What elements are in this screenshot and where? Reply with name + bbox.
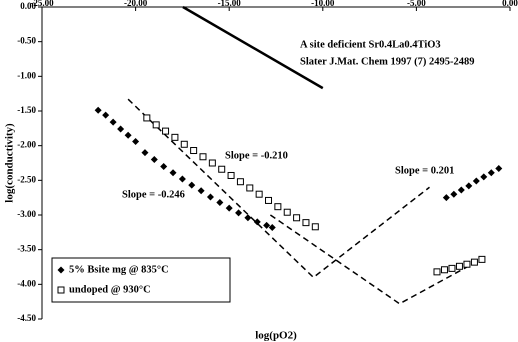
- marker: [457, 186, 465, 194]
- marker: [302, 219, 310, 227]
- marker: [255, 190, 263, 198]
- marker: [293, 214, 301, 222]
- marker: [244, 214, 252, 222]
- x-tick-label: -10.00: [311, 0, 335, 8]
- marker: [150, 156, 158, 164]
- marker: [487, 169, 495, 177]
- marker: [495, 165, 503, 173]
- y-tick-label: -3.00: [17, 209, 36, 219]
- y-tick-label: -0.50: [17, 36, 36, 46]
- legend-marker: [57, 266, 65, 274]
- marker: [472, 177, 480, 185]
- marker: [225, 204, 233, 212]
- fit-line: [182, 5, 324, 90]
- marker: [143, 114, 151, 122]
- x-tick-label: -25.00: [30, 0, 54, 8]
- marker: [235, 209, 243, 217]
- marker: [227, 171, 235, 179]
- fit-line: [127, 98, 430, 279]
- marker: [274, 203, 282, 211]
- marker: [208, 159, 216, 167]
- x-tick-label: -5.00: [407, 0, 426, 8]
- marker: [283, 208, 291, 216]
- marker: [246, 184, 254, 192]
- marker: [450, 190, 458, 198]
- legend-marker: [57, 286, 65, 294]
- marker: [263, 221, 271, 229]
- annotation: Slope = -0.210: [225, 150, 288, 161]
- x-tick-label: 0.00: [502, 0, 518, 8]
- marker: [171, 133, 179, 141]
- marker: [178, 175, 186, 183]
- marker: [236, 178, 244, 186]
- marker: [265, 196, 273, 204]
- legend-label: undoped @ 930°C: [69, 284, 151, 295]
- y-tick-label: -4.50: [17, 313, 36, 323]
- y-tick-label: -2.50: [17, 174, 36, 184]
- marker: [478, 255, 486, 263]
- marker: [190, 147, 198, 155]
- marker: [162, 127, 170, 135]
- marker: [463, 260, 471, 268]
- marker: [152, 121, 160, 129]
- annotation: A site deficient Sr0.4La0.4TiO3: [300, 39, 441, 50]
- marker: [440, 266, 448, 274]
- marker: [448, 264, 456, 272]
- annotation: Slope = -0.246: [122, 189, 185, 200]
- marker: [117, 125, 125, 133]
- y-tick-label: 0.00: [20, 1, 36, 11]
- marker: [216, 199, 224, 207]
- marker: [124, 131, 132, 139]
- fit-line: [269, 214, 468, 305]
- marker: [141, 149, 149, 157]
- marker: [180, 140, 188, 148]
- marker: [218, 165, 226, 173]
- marker: [455, 262, 463, 270]
- marker: [94, 106, 102, 114]
- marker: [442, 194, 450, 202]
- marker: [253, 218, 261, 226]
- x-axis-title: log(pO2): [255, 330, 297, 342]
- annotation: Slater J.Mat. Chem 1997 (7) 2495-2489: [300, 56, 475, 67]
- annotation: Slope = 0.201: [395, 165, 454, 176]
- x-tick-label: -15.00: [218, 0, 242, 8]
- y-tick-label: -2.00: [17, 140, 36, 150]
- marker: [188, 181, 196, 189]
- marker: [480, 173, 488, 181]
- legend-label: 5% Bsite mg @ 835°C: [69, 264, 169, 275]
- marker: [465, 182, 473, 190]
- marker: [199, 153, 207, 161]
- marker: [169, 169, 177, 177]
- y-tick-label: -1.00: [17, 70, 36, 80]
- marker: [160, 162, 168, 170]
- y-tick-label: -4.00: [17, 278, 36, 288]
- marker: [433, 268, 441, 276]
- legend-box: [51, 257, 231, 303]
- x-tick-label: -20.00: [124, 0, 148, 8]
- y-tick-label: -1.50: [17, 105, 36, 115]
- marker: [311, 223, 319, 231]
- marker: [206, 193, 214, 201]
- marker: [470, 258, 478, 266]
- y-tick-label: -3.50: [17, 244, 36, 254]
- marker: [102, 111, 110, 119]
- marker: [197, 187, 205, 195]
- y-axis-title: log(conductivity): [4, 123, 16, 203]
- marker: [109, 118, 117, 126]
- marker: [268, 223, 276, 231]
- marker: [132, 138, 140, 146]
